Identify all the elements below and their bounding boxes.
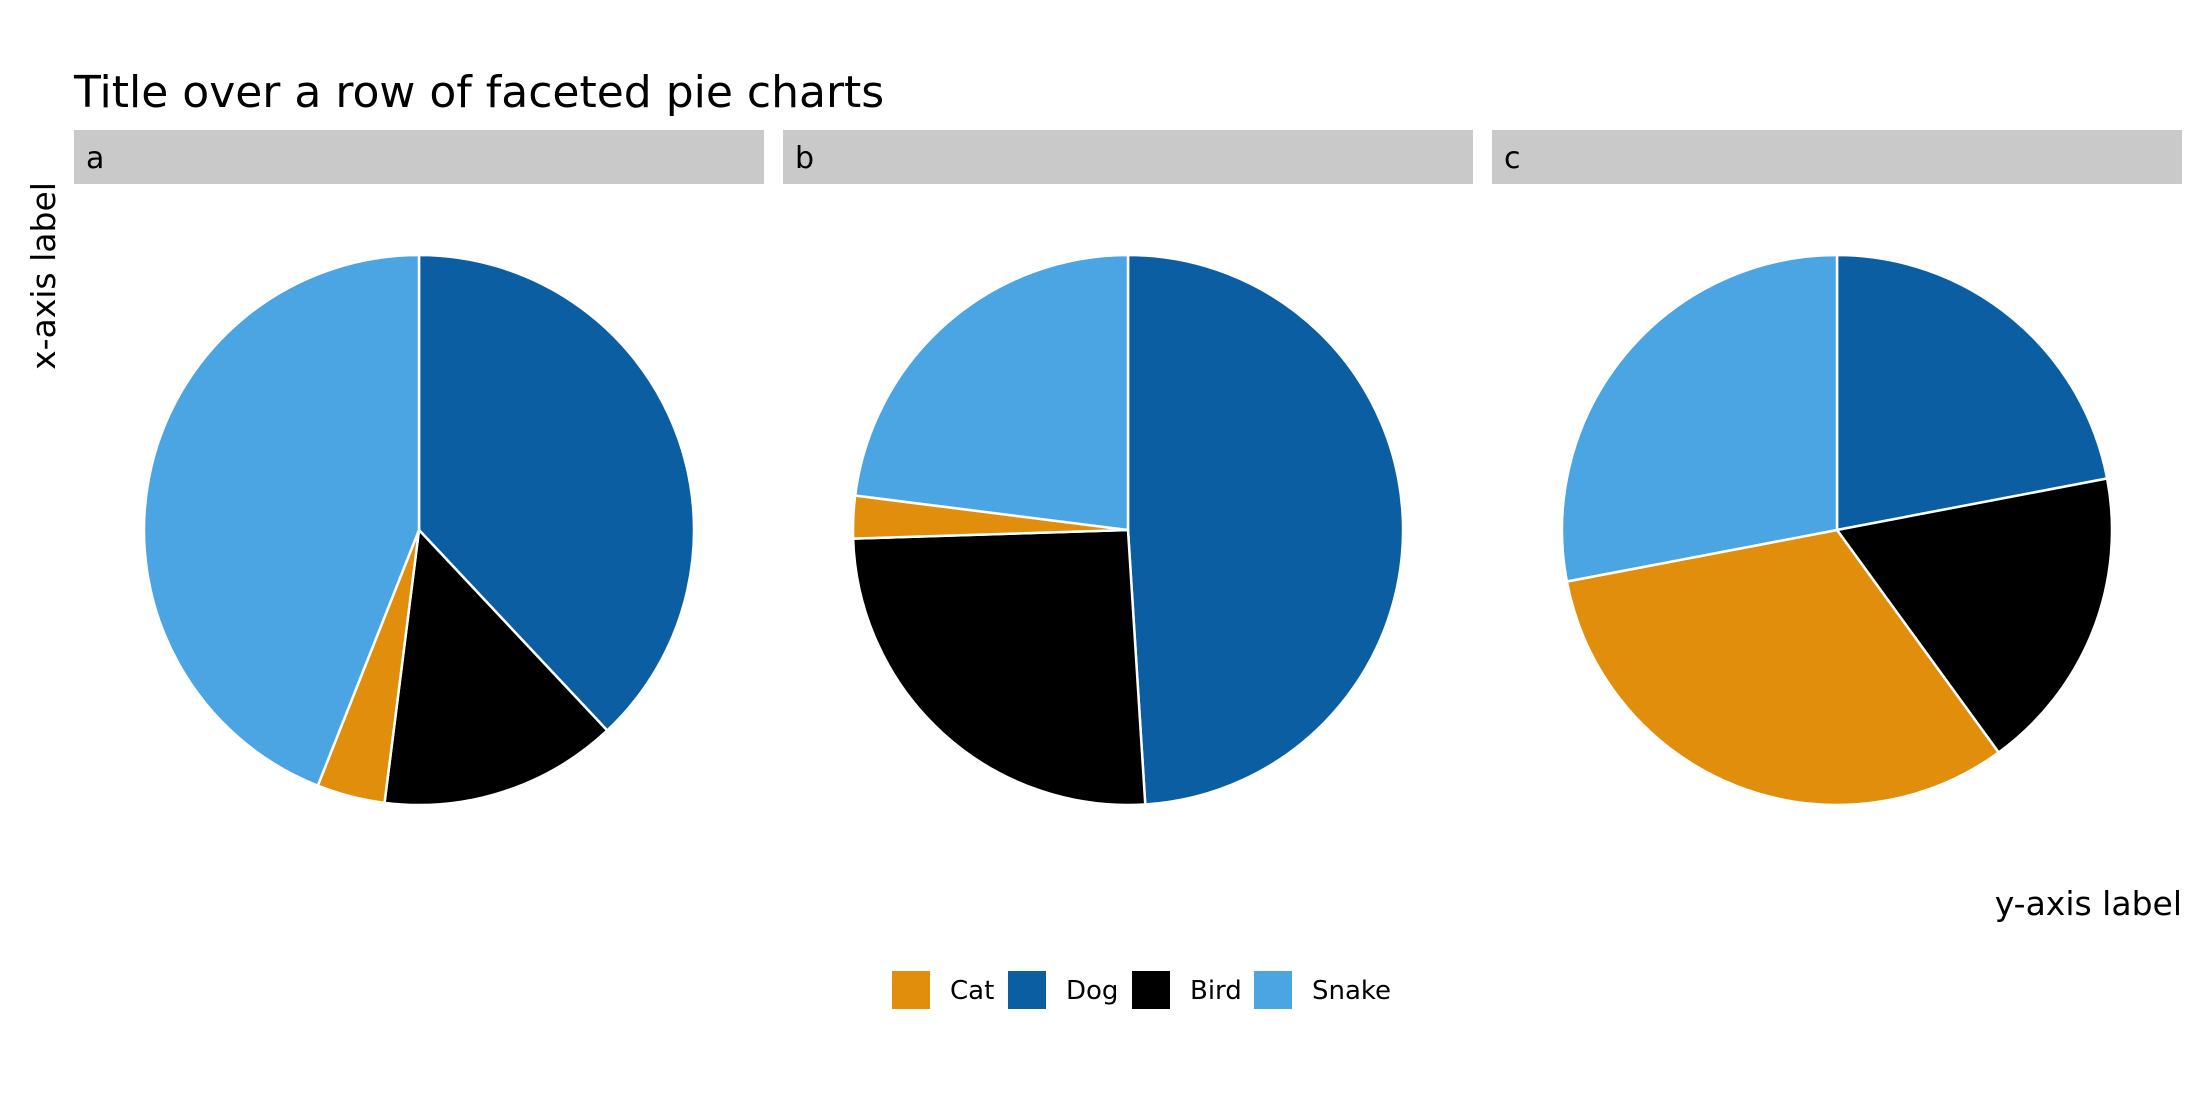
facet-b: b bbox=[783, 130, 1473, 807]
facet-strip bbox=[1492, 130, 2182, 184]
pie-slice-dog bbox=[417, 253, 696, 732]
chart-title: Title over a row of faceted pie charts bbox=[73, 67, 884, 118]
x-axis-label: x-axis label bbox=[24, 182, 63, 370]
pie-slice-snake bbox=[1560, 253, 1839, 583]
legend-item-snake: Snake bbox=[1254, 971, 1391, 1009]
legend-key bbox=[1254, 971, 1292, 1009]
facet-c: c bbox=[1492, 130, 2182, 807]
legend-item-bird: Bird bbox=[1132, 971, 1242, 1009]
legend-item-dog: Dog bbox=[1008, 971, 1118, 1009]
legend: Cat Dog Bird Snake bbox=[892, 971, 1391, 1009]
facet-a: a bbox=[74, 130, 764, 807]
facet-strip-label: b bbox=[795, 141, 814, 176]
facets-layer: a b c bbox=[74, 130, 2182, 807]
pie-slice-dog bbox=[1126, 253, 1405, 806]
legend-label: Dog bbox=[1066, 976, 1118, 1006]
legend-item-cat: Cat bbox=[892, 971, 994, 1009]
pie-slice-snake bbox=[853, 253, 1130, 532]
y-axis-label: y-axis label bbox=[1995, 884, 2182, 923]
facet-strip-label: a bbox=[86, 141, 104, 176]
facet-strip bbox=[783, 130, 1473, 184]
pie-slice-bird bbox=[1835, 477, 2114, 754]
legend-label: Bird bbox=[1190, 976, 1242, 1006]
pie-slice-bird bbox=[383, 528, 609, 807]
legend-label: Cat bbox=[950, 976, 994, 1006]
legend-key bbox=[1132, 971, 1170, 1009]
legend-key bbox=[892, 971, 930, 1009]
pie-slice-bird bbox=[851, 528, 1147, 807]
facet-strip bbox=[74, 130, 764, 184]
facet-strip-label: c bbox=[1504, 141, 1521, 176]
legend-key bbox=[1008, 971, 1046, 1009]
pie-slice-dog bbox=[1835, 253, 2109, 532]
pie-slice-snake bbox=[142, 253, 421, 787]
legend-label: Snake bbox=[1312, 976, 1391, 1006]
pie-slice-cat bbox=[1565, 528, 2000, 807]
